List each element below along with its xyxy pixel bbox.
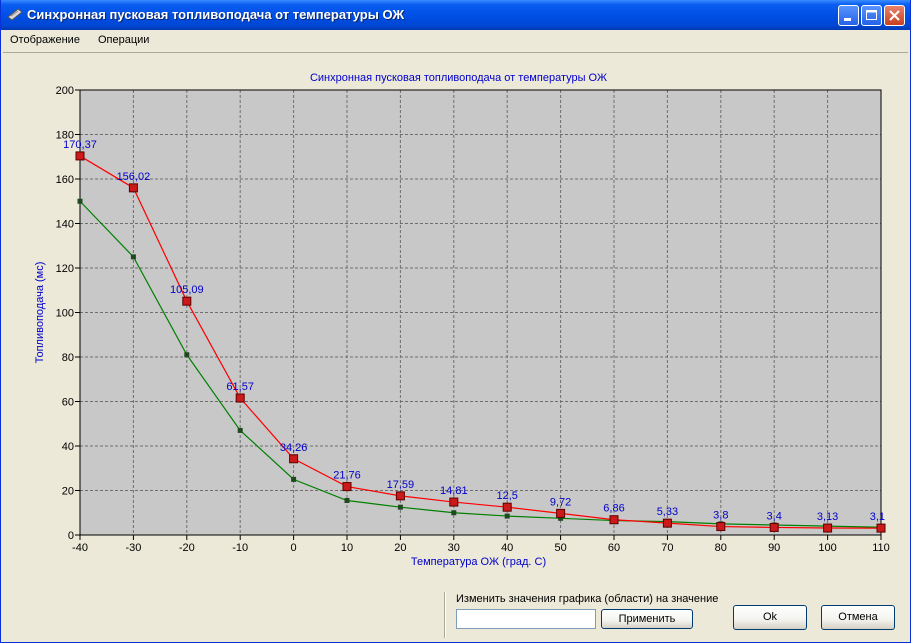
data-point	[75, 151, 85, 161]
data-point	[182, 296, 192, 306]
y-tick-label: 20	[62, 486, 74, 498]
data-point	[289, 454, 299, 464]
data-point	[556, 508, 566, 518]
data-label: 3,8	[713, 510, 728, 522]
ok-button[interactable]: Ok	[733, 605, 807, 630]
y-tick-label: 80	[62, 352, 74, 364]
data-point	[451, 510, 457, 516]
y-tick-label: 160	[56, 174, 74, 186]
data-label: 3,13	[817, 511, 838, 523]
value-input[interactable]	[456, 609, 596, 629]
x-tick-label: 50	[554, 542, 566, 554]
data-point	[449, 497, 459, 507]
menu-bar: Отображение Операции	[1, 30, 910, 50]
data-point	[344, 498, 350, 504]
y-tick-label: 0	[68, 530, 74, 542]
data-point	[823, 523, 833, 533]
x-tick-label: 110	[872, 542, 890, 554]
data-label: 6,86	[603, 503, 624, 515]
x-tick-label: 10	[341, 542, 353, 554]
chart-title: Синхронная пусковая топливоподача от тем…	[310, 72, 607, 84]
data-label: 156,02	[117, 171, 151, 183]
x-tick-label: 40	[501, 542, 513, 554]
apply-button[interactable]: Применить	[601, 609, 693, 629]
close-button[interactable]	[884, 5, 905, 26]
y-tick-label: 200	[56, 85, 74, 97]
y-tick-label: 140	[56, 219, 74, 231]
data-point	[502, 502, 512, 512]
data-point	[769, 522, 779, 532]
data-point	[128, 183, 138, 193]
app-icon	[7, 8, 23, 21]
x-tick-label: 90	[768, 542, 780, 554]
y-tick-label: 100	[56, 308, 74, 320]
chart-area: -40 -30 -20 -10 0 10 20 30 40 50 60 70 80 90 100 110 0 20…	[3, 52, 908, 587]
fuel-chart[interactable]: -40 -30 -20 -10 0 10 20 30 40 50 60 70 80 90 100 110 0 20…	[3, 53, 908, 587]
cancel-button[interactable]: Отмена	[821, 605, 895, 630]
y-tick-label: 180	[56, 130, 74, 142]
x-tick-label: -10	[232, 542, 248, 554]
data-label: 12,5	[496, 490, 517, 502]
x-axis-label: Температура ОЖ (град. С)	[411, 556, 546, 568]
plot-frame	[79, 89, 882, 536]
x-tick-label: 20	[394, 542, 406, 554]
y-tick-label: 40	[62, 441, 74, 453]
x-tick-label: 80	[715, 542, 727, 554]
data-label: 170,37	[63, 139, 97, 151]
close-icon	[889, 10, 900, 21]
data-point	[504, 513, 510, 519]
panel-separator	[444, 592, 446, 638]
data-point	[876, 523, 886, 533]
data-point	[130, 254, 136, 260]
menu-view[interactable]: Отображение	[10, 34, 80, 46]
data-point	[237, 427, 243, 433]
data-label: 34,26	[280, 442, 308, 454]
data-point	[716, 522, 726, 532]
data-label: 9,72	[550, 496, 571, 508]
x-tick-label: 100	[818, 542, 836, 554]
maximize-button[interactable]	[861, 5, 882, 26]
data-label: 14,81	[440, 485, 468, 497]
x-tick-label: 0	[291, 542, 297, 554]
data-point	[609, 515, 619, 525]
window-title: Синхронная пусковая топливоподача от тем…	[27, 7, 405, 22]
x-tick-label: 70	[661, 542, 673, 554]
data-point	[291, 476, 297, 482]
change-value-label: Изменить значения графика (области) на з…	[456, 593, 719, 605]
series-line	[79, 155, 882, 529]
menu-operations[interactable]: Операции	[98, 34, 150, 46]
data-label: 61,57	[226, 381, 254, 393]
y-tick-label: 120	[56, 263, 74, 275]
data-label: 17,59	[387, 479, 415, 491]
minimize-button[interactable]	[838, 5, 859, 26]
minimize-icon	[844, 18, 851, 21]
series-line	[79, 200, 882, 528]
x-tick-label: -30	[125, 542, 141, 554]
data-point	[77, 198, 83, 204]
data-label: 5,33	[657, 506, 678, 518]
y-tick-label: 60	[62, 397, 74, 409]
title-bar[interactable]: Синхронная пусковая топливоподача от тем…	[1, 0, 910, 30]
data-point	[558, 515, 564, 521]
data-label: 3,1	[870, 511, 885, 523]
data-point	[235, 393, 245, 403]
data-point	[342, 482, 352, 492]
data-label: 105,09	[170, 284, 204, 296]
x-tick-label: -20	[179, 542, 195, 554]
data-label: 21,76	[333, 470, 361, 482]
x-tick-label: 30	[448, 542, 460, 554]
data-point	[184, 352, 190, 358]
y-axis-label: Топливоподача (мс)	[34, 262, 46, 364]
data-point	[395, 491, 405, 501]
x-tick-label: -40	[72, 542, 88, 554]
data-point	[397, 504, 403, 510]
data-point	[662, 518, 672, 528]
data-label: 3,4	[767, 510, 782, 522]
maximize-icon	[866, 10, 877, 20]
x-tick-label: 60	[608, 542, 620, 554]
